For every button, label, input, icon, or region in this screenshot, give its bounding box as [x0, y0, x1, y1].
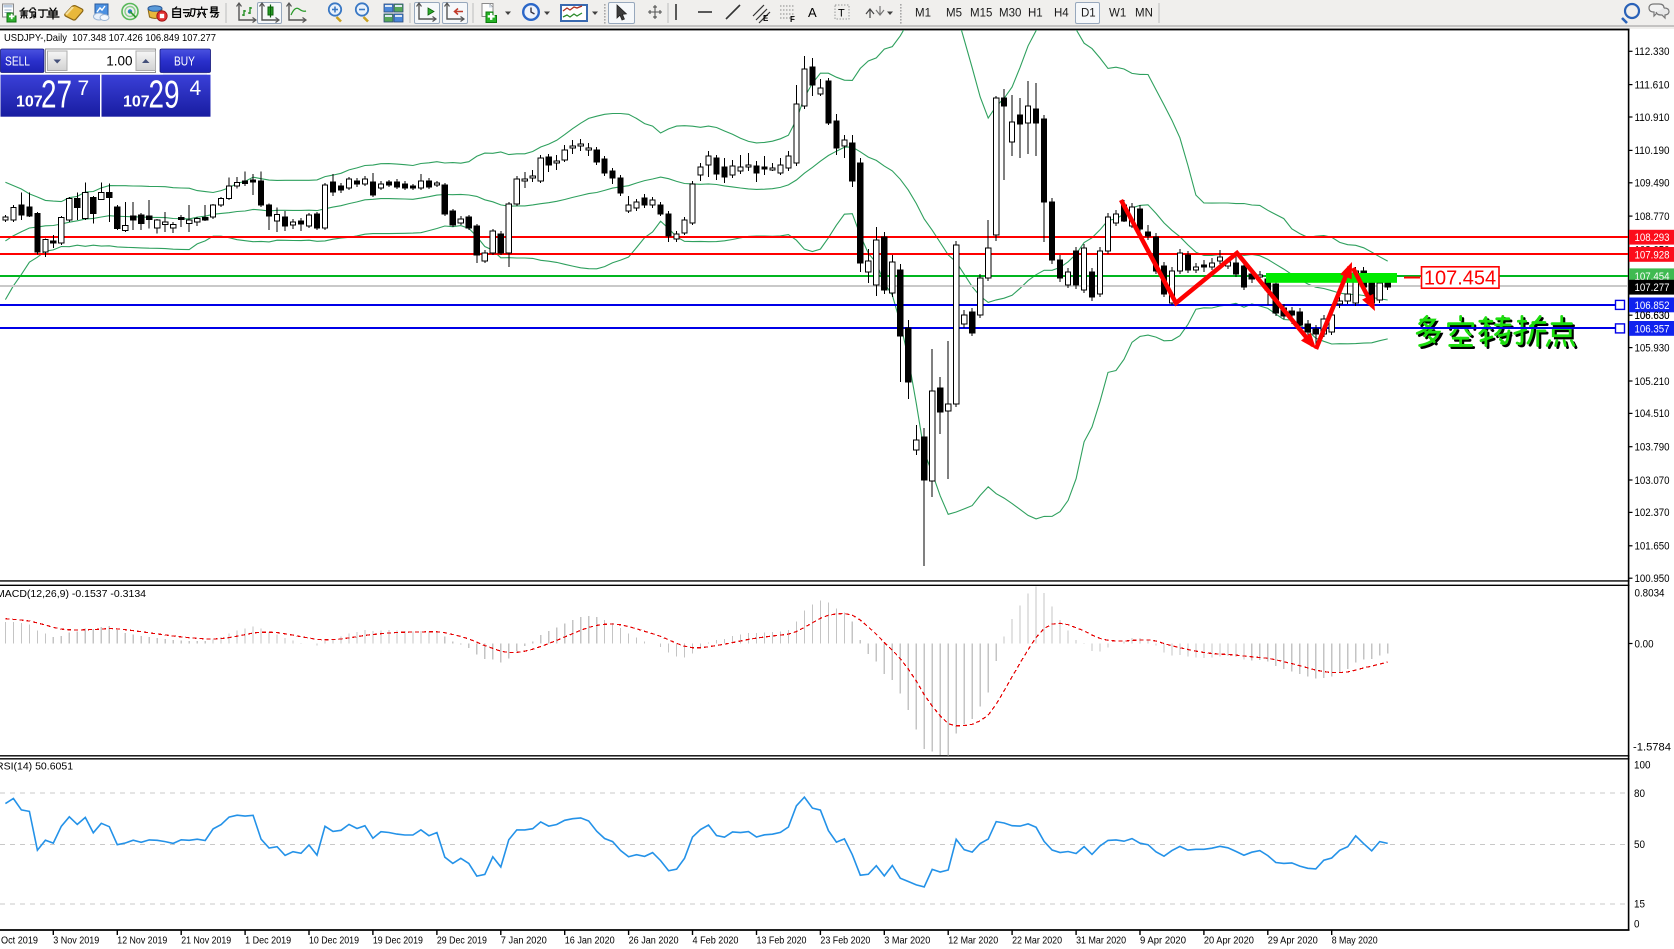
svg-text:107.928: 107.928: [1635, 249, 1670, 261]
svg-text:104.510: 104.510: [1635, 408, 1670, 420]
svg-text:SELL: SELL: [5, 54, 30, 69]
svg-text:4: 4: [190, 77, 202, 100]
svg-text:1.00: 1.00: [106, 54, 132, 69]
svg-text:23 Feb 2020: 23 Feb 2020: [820, 936, 870, 947]
svg-text:29 Dec 2019: 29 Dec 2019: [437, 936, 487, 947]
svg-text:3 Nov 2019: 3 Nov 2019: [53, 936, 99, 947]
svg-text:16 Jan 2020: 16 Jan 2020: [565, 936, 615, 947]
svg-text:E: E: [763, 14, 769, 23]
svg-text:W1: W1: [1109, 8, 1126, 20]
svg-text:105.210: 105.210: [1635, 376, 1670, 388]
svg-text:M15: M15: [970, 8, 992, 20]
svg-text:0.8034: 0.8034: [1635, 588, 1665, 600]
svg-text:15: 15: [1634, 898, 1645, 910]
svg-text:20 Apr 2020: 20 Apr 2020: [1204, 936, 1254, 947]
svg-text:F: F: [790, 15, 795, 24]
svg-text:7 Jan 2020: 7 Jan 2020: [501, 936, 547, 947]
svg-text:Oct 2019: Oct 2019: [1, 936, 38, 947]
svg-text:12 Mar 2020: 12 Mar 2020: [948, 936, 998, 947]
svg-text:3 Mar 2020: 3 Mar 2020: [884, 936, 930, 947]
svg-text:112.330: 112.330: [1635, 46, 1670, 58]
svg-text:H1: H1: [1028, 8, 1043, 20]
svg-text:103.070: 103.070: [1635, 475, 1670, 487]
svg-text:110.190: 110.190: [1635, 145, 1670, 157]
svg-text:4 Feb 2020: 4 Feb 2020: [693, 936, 739, 947]
svg-text:107: 107: [123, 94, 150, 111]
svg-text:105.930: 105.930: [1635, 342, 1670, 354]
svg-text:50: 50: [1634, 839, 1645, 851]
svg-text:BUY: BUY: [174, 54, 195, 69]
svg-text:101.650: 101.650: [1635, 541, 1670, 553]
svg-text:107: 107: [16, 94, 43, 111]
svg-text:29 Apr 2020: 29 Apr 2020: [1268, 936, 1318, 947]
svg-text:22 Mar 2020: 22 Mar 2020: [1012, 936, 1062, 947]
svg-text:102.370: 102.370: [1635, 507, 1670, 519]
svg-text:A: A: [808, 5, 817, 20]
svg-text:13 Feb 2020: 13 Feb 2020: [757, 936, 807, 947]
svg-text:107.454: 107.454: [1424, 268, 1496, 290]
svg-text:110.910: 110.910: [1635, 112, 1670, 124]
svg-text:M1: M1: [915, 8, 931, 20]
svg-text:10 Dec 2019: 10 Dec 2019: [309, 936, 359, 947]
svg-text:1 Dec 2019: 1 Dec 2019: [245, 936, 291, 947]
svg-text:MN: MN: [1135, 8, 1153, 20]
svg-text:106.357: 106.357: [1635, 323, 1670, 335]
svg-text:19 Dec 2019: 19 Dec 2019: [373, 936, 423, 947]
svg-text:29: 29: [149, 74, 180, 117]
svg-text:26 Jan 2020: 26 Jan 2020: [629, 936, 679, 947]
svg-text:108.293: 108.293: [1635, 232, 1670, 244]
svg-text:7: 7: [78, 77, 90, 100]
svg-text:RSI(14) 50.6051: RSI(14) 50.6051: [0, 761, 73, 773]
svg-text:103.790: 103.790: [1635, 442, 1670, 454]
svg-text:100.950: 100.950: [1635, 573, 1670, 585]
svg-text:107.277: 107.277: [1635, 282, 1670, 294]
svg-text:0: 0: [1634, 918, 1640, 930]
svg-text:T: T: [838, 8, 845, 20]
svg-text:100: 100: [1634, 759, 1651, 771]
svg-text:0.00: 0.00: [1635, 638, 1654, 650]
svg-text:27: 27: [41, 74, 72, 117]
svg-text:80: 80: [1634, 788, 1645, 800]
svg-text:M30: M30: [999, 8, 1021, 20]
svg-text:USDJPY-,Daily 107.348 107.426: USDJPY-,Daily 107.348 107.426 106.849 10…: [4, 32, 216, 44]
svg-text:D1: D1: [1081, 8, 1096, 20]
svg-text:108.770: 108.770: [1635, 211, 1670, 223]
svg-text:106.630: 106.630: [1635, 310, 1670, 322]
svg-text:9 Apr 2020: 9 Apr 2020: [1140, 936, 1186, 947]
svg-text:-1.5784: -1.5784: [1633, 742, 1671, 754]
svg-text:21 Nov 2019: 21 Nov 2019: [181, 936, 231, 947]
svg-text:31 Mar 2020: 31 Mar 2020: [1076, 936, 1126, 947]
svg-text:109.490: 109.490: [1635, 178, 1670, 190]
svg-text:8 May 2020: 8 May 2020: [1332, 936, 1378, 947]
svg-text:H4: H4: [1054, 8, 1069, 20]
svg-text:111.610: 111.610: [1635, 79, 1670, 91]
svg-text:MACD(12,26,9) -0.1537 -0.3134: MACD(12,26,9) -0.1537 -0.3134: [0, 588, 146, 600]
svg-text:12 Nov 2019: 12 Nov 2019: [117, 936, 167, 947]
svg-text:106.852: 106.852: [1635, 300, 1670, 312]
svg-text:106.630: 106.630: [1635, 310, 1670, 322]
svg-text:M5: M5: [946, 8, 962, 20]
